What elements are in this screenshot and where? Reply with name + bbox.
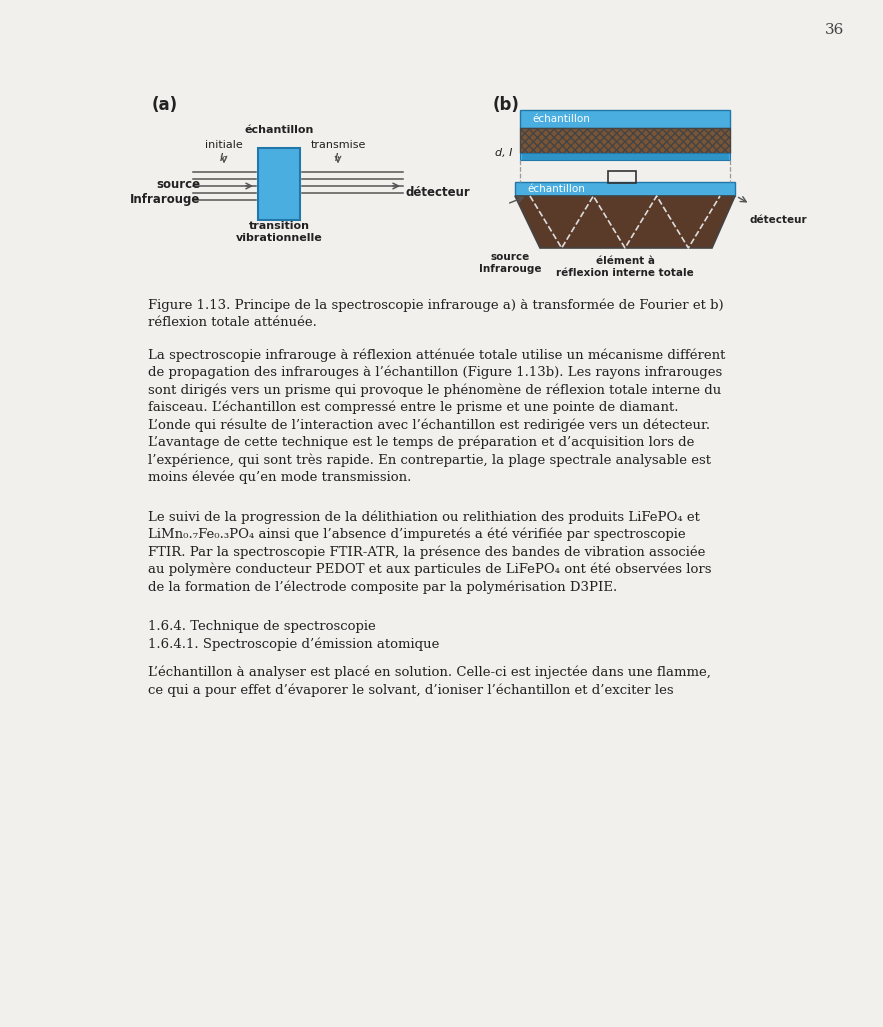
Text: 1.6.4.1. Spectroscopie d’émission atomique: 1.6.4.1. Spectroscopie d’émission atomiq… [148,638,440,651]
Text: (b): (b) [493,96,520,114]
Text: l’expérience, qui sont très rapide. En contrepartie, la plage spectrale analysab: l’expérience, qui sont très rapide. En c… [148,453,711,466]
Bar [520,110,730,128]
Text: échantillon: échantillon [245,125,313,135]
Text: sont dirigés vers un prisme qui provoque le phénomène de réflexion totale intern: sont dirigés vers un prisme qui provoque… [148,383,721,396]
Polygon shape [515,196,735,248]
Bar [258,148,300,220]
Text: transition
vibrationnelle: transition vibrationnelle [236,221,322,242]
Bar [520,128,730,153]
Text: faisceau. L’échantillon est compressé entre le prisme et une pointe de diamant.: faisceau. L’échantillon est compressé en… [148,401,678,414]
Text: source
Infrarouge: source Infrarouge [479,253,541,274]
Text: réflexion totale atténuée.: réflexion totale atténuée. [148,315,317,329]
Text: Iₜ: Iₜ [335,153,341,163]
Text: initiale: initiale [205,140,243,150]
Text: détecteur: détecteur [406,186,471,198]
Text: de la formation de l’électrode composite par la polymérisation D3PIE.: de la formation de l’électrode composite… [148,580,617,594]
Bar [515,182,735,196]
Text: échantillon: échantillon [532,114,590,124]
Text: échantillon: échantillon [527,184,585,194]
Text: Le suivi de la progression de la délithiation ou relithiation des produits LiFeP: Le suivi de la progression de la délithi… [148,510,700,524]
Text: (a): (a) [152,96,178,114]
Text: LiMn₀.₇Fe₀.₃PO₄ ainsi que l’absence d’impuretés a été vérifiée par spectroscopie: LiMn₀.₇Fe₀.₃PO₄ ainsi que l’absence d’im… [148,528,685,541]
Text: détecteur: détecteur [750,215,808,225]
Text: I₀: I₀ [220,153,228,163]
Text: source
Infrarouge: source Infrarouge [130,178,200,206]
Text: ce qui a pour effet d’évaporer le solvant, d’ioniser l’échantillon et d’exciter : ce qui a pour effet d’évaporer le solvan… [148,683,674,696]
Text: FTIR. Par la spectroscopie FTIR-ATR, la présence des bandes de vibration associé: FTIR. Par la spectroscopie FTIR-ATR, la … [148,545,706,559]
Text: de propagation des infrarouges à l’échantillon (Figure 1.13b). Les rayons infrar: de propagation des infrarouges à l’échan… [148,366,722,379]
Text: au polymère conducteur PEDOT et aux particules de LiFePO₄ ont été observées lors: au polymère conducteur PEDOT et aux part… [148,563,712,576]
Text: La spectroscopie infrarouge à réflexion atténuée totale utilise un mécanisme dif: La spectroscopie infrarouge à réflexion … [148,348,725,362]
Text: L’échantillon à analyser est placé en solution. Celle-ci est injectée dans une f: L’échantillon à analyser est placé en so… [148,665,711,679]
Bar [520,153,730,160]
Text: L’onde qui résulte de l’interaction avec l’échantillon est redirigée vers un dét: L’onde qui résulte de l’interaction avec… [148,418,710,431]
Text: élément à
réflexion interne totale: élément à réflexion interne totale [556,256,694,277]
Text: d, I: d, I [494,148,512,158]
Text: Figure 1.13. Principe de la spectroscopie infrarouge a) à transformée de Fourier: Figure 1.13. Principe de la spectroscopi… [148,298,724,312]
Text: transmise: transmise [310,140,366,150]
Text: 36: 36 [826,23,845,37]
Bar [608,172,636,183]
Text: moins élevée qu’en mode transmission.: moins élevée qu’en mode transmission. [148,470,411,485]
Text: 1.6.4. Technique de spectroscopie: 1.6.4. Technique de spectroscopie [148,620,376,633]
Text: L’avantage de cette technique est le temps de préparation et d’acquisition lors : L’avantage de cette technique est le tem… [148,435,694,449]
